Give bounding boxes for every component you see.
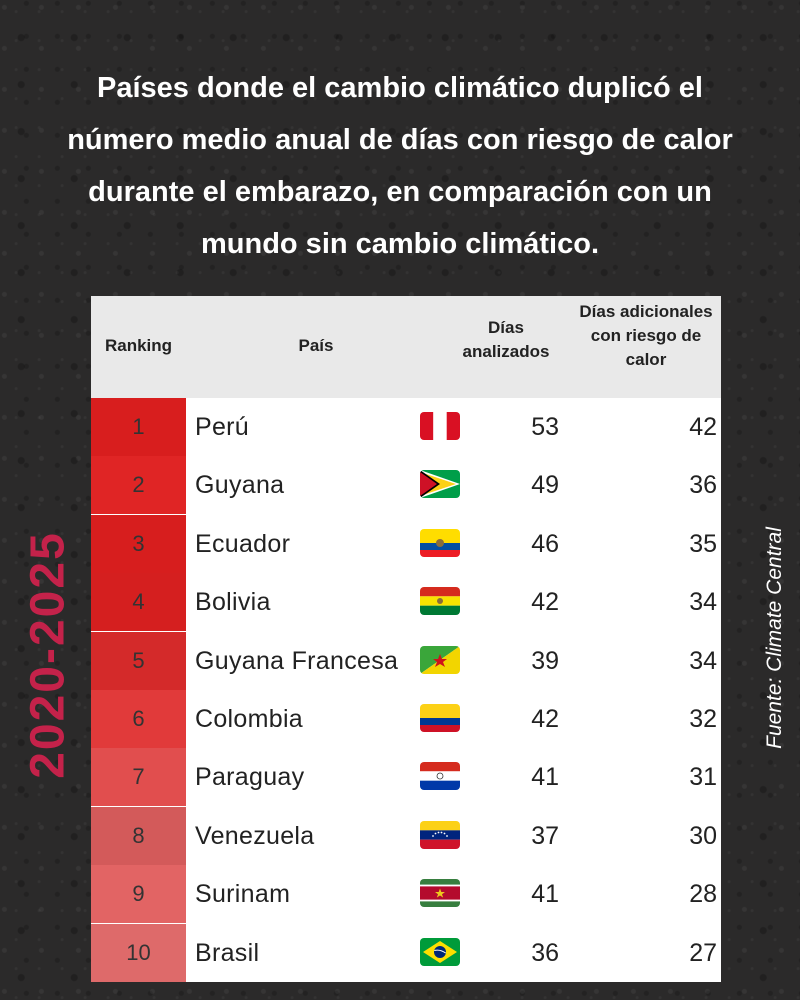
- rank-cell: 8: [91, 806, 186, 865]
- table-row: 1 Perú 53 42: [91, 398, 721, 456]
- venezuela-flag-icon: [420, 820, 460, 849]
- days-analyzed-value: 39: [531, 646, 559, 675]
- table-header: Ranking País Días analizados Días adicio…: [91, 296, 721, 398]
- rank-cell: 9: [91, 865, 186, 924]
- header-days-analyzed: Días analizados: [462, 318, 550, 361]
- days-analyzed-value: 41: [531, 763, 559, 792]
- rank-cell: 6: [91, 690, 186, 748]
- source-label: Fuente: Climate Central: [763, 527, 786, 749]
- rank-cell: 1: [91, 398, 186, 456]
- extra-days-value: 27: [689, 938, 717, 967]
- extra-days-value: 36: [689, 471, 717, 500]
- french-guiana-flag-icon: [420, 645, 460, 674]
- ecuador-flag-icon: [420, 528, 460, 557]
- paraguay-flag-icon: [420, 762, 460, 791]
- suriname-flag-icon: [420, 879, 460, 908]
- days-analyzed-value: 42: [531, 588, 559, 617]
- days-analyzed-value: 46: [531, 529, 559, 558]
- country-name: Venezuela: [195, 821, 315, 850]
- bolivia-flag-icon: [420, 587, 460, 616]
- extra-days-value: 34: [689, 588, 717, 617]
- extra-days-value: 32: [689, 705, 717, 733]
- table-row: 4 Bolivia 42 34: [91, 573, 721, 632]
- days-analyzed-value: 42: [531, 705, 559, 733]
- days-analyzed-value: 41: [531, 880, 559, 909]
- rank-cell: 4: [91, 573, 186, 632]
- country-name: Colombia: [195, 705, 304, 733]
- extra-days-value: 34: [689, 646, 717, 675]
- period-label: 2020-2025: [21, 531, 75, 779]
- extra-days-value: 42: [689, 413, 717, 441]
- country-name: Ecuador: [195, 529, 291, 558]
- rank-cell: 3: [91, 514, 186, 573]
- extra-days-value: 28: [689, 880, 717, 909]
- days-analyzed-value: 36: [531, 938, 559, 967]
- country-name: Guyana: [195, 471, 285, 500]
- colombia-flag-icon: [420, 704, 460, 732]
- table-row: 6 Colombia 42 32: [91, 690, 721, 748]
- header-country: País: [298, 336, 334, 355]
- ranking-table: Ranking País Días analizados Días adicio…: [91, 296, 721, 982]
- country-name: Bolivia: [195, 588, 271, 617]
- rank-cell: 2: [91, 456, 186, 515]
- rank-cell: 5: [91, 631, 186, 690]
- table-row: 9 Surinam 41 28: [91, 865, 721, 924]
- table-row: 5 Guyana Francesa 39 34: [91, 631, 721, 690]
- country-name: Brasil: [195, 938, 260, 967]
- days-analyzed-value: 49: [531, 471, 559, 500]
- table-row: 7 Paraguay 41 31: [91, 748, 721, 807]
- extra-days-value: 35: [689, 529, 717, 558]
- table-row: 3 Ecuador 46 35: [91, 514, 721, 573]
- brazil-flag-icon: [420, 937, 460, 966]
- table-row: 8 Venezuela 37 30: [91, 806, 721, 865]
- extra-days-value: 30: [689, 821, 717, 850]
- header-ranking: Ranking: [104, 336, 173, 355]
- rank-cell: 7: [91, 748, 186, 807]
- peru-flag-icon: [420, 412, 460, 440]
- page-title: Países donde el cambio climático duplicó…: [67, 72, 733, 260]
- header-extra-days: Días adicionales con riesgo de calor: [579, 302, 713, 369]
- country-name: Surinam: [195, 880, 291, 909]
- country-name: Guyana Francesa: [195, 646, 399, 675]
- country-name: Perú: [195, 413, 250, 441]
- extra-days-value: 31: [689, 763, 717, 792]
- guyana-flag-icon: [420, 470, 460, 499]
- table-row: 10 Brasil 36 27: [91, 923, 721, 982]
- days-analyzed-value: 53: [531, 413, 559, 441]
- country-name: Paraguay: [195, 763, 305, 792]
- table-row: 2 Guyana 49 36: [91, 456, 721, 515]
- rank-cell: 10: [91, 923, 186, 982]
- days-analyzed-value: 37: [531, 821, 559, 850]
